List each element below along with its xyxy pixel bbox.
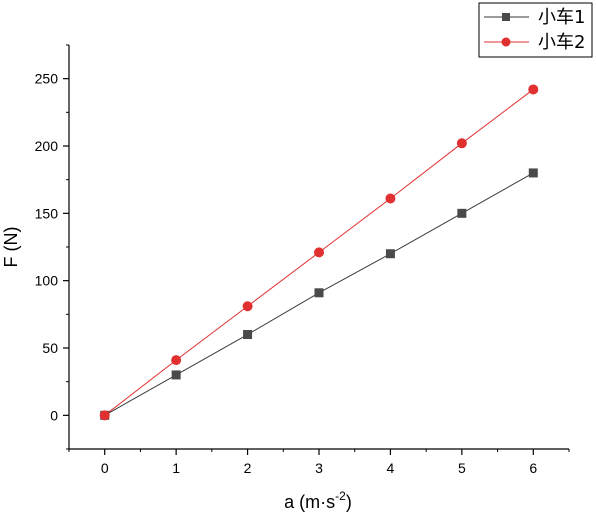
y-axis-title: F (N) <box>1 227 21 268</box>
legend-label-series-2: 小车2 <box>538 32 585 53</box>
data-point-series-2 <box>99 410 110 421</box>
x-axis-title-close: ) <box>346 492 352 512</box>
legend-marker-series-2 <box>501 37 511 47</box>
data-point-series-1 <box>385 249 395 259</box>
y-tick-label: 50 <box>42 340 58 356</box>
x-tick-label: 1 <box>172 460 180 476</box>
ticks: 0 1 2 3 4 5 6 0 50 100 150 200 250 <box>35 44 570 476</box>
axes <box>68 45 569 450</box>
x-tick-label: 5 <box>458 460 466 476</box>
data-point-series-2 <box>242 301 253 312</box>
data-point-series-1 <box>243 330 253 340</box>
y-tick-label: 0 <box>50 407 58 423</box>
data-point-series-2 <box>385 193 396 204</box>
x-tick-label: 3 <box>315 460 323 476</box>
x-tick-label: 4 <box>387 460 395 476</box>
y-tick-label: 250 <box>35 71 59 87</box>
x-tick-label: 2 <box>244 460 252 476</box>
legend-marker-series-1 <box>502 13 510 21</box>
y-tick-label: 100 <box>35 273 59 289</box>
x-axis-title-main: a (m·s <box>284 492 335 512</box>
data-point-series-1 <box>314 288 324 298</box>
x-axis-title-sup: -2 <box>335 489 346 503</box>
data-point-series-1 <box>171 370 181 380</box>
x-tick-label: 6 <box>529 460 537 476</box>
legend: 小车1 小车2 <box>478 2 593 58</box>
data-point-series-2 <box>456 138 467 149</box>
data-point-series-1 <box>457 208 467 218</box>
legend-box <box>478 2 593 58</box>
data-point-series-2 <box>171 355 182 366</box>
data-point-series-1 <box>528 168 538 178</box>
legend-label-series-1: 小车1 <box>538 7 585 28</box>
y-tick-label: 200 <box>35 138 59 154</box>
x-tick-label: 0 <box>101 460 109 476</box>
y-tick-label: 150 <box>35 205 59 221</box>
data-point-series-2 <box>528 84 539 95</box>
x-axis-title: a (m·s-2) <box>284 489 352 512</box>
series-markers <box>99 84 539 421</box>
data-point-series-2 <box>314 247 324 258</box>
